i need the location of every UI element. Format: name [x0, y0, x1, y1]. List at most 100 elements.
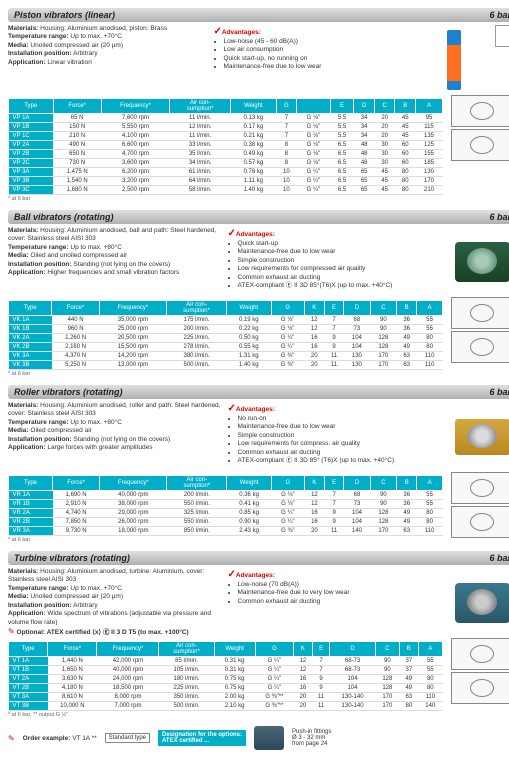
table-cell: 3,630 N: [48, 675, 97, 684]
table-cell: 128: [375, 675, 399, 684]
spec-line: Installation position: Standing (not lyi…: [8, 261, 222, 269]
table-cell: G ⅛": [271, 316, 304, 325]
table-cell: 36: [397, 500, 417, 509]
section: Turbine vibrators (rotating)6 barMateria…: [8, 551, 509, 718]
table-cell: 9: [324, 343, 343, 352]
table-cell: G ⅜"**: [255, 693, 293, 702]
table-header: E: [325, 476, 344, 491]
table-header: Weight: [226, 301, 271, 316]
table-cell: 8: [276, 159, 297, 168]
spec-line: Materials: Housing: Aluminium anodised, …: [8, 227, 222, 244]
table-cell: 1.31 kg: [226, 352, 271, 361]
table-header: A: [417, 301, 443, 316]
table-cell: 55: [417, 491, 443, 500]
table-cell: 128: [370, 343, 396, 352]
table-cell: VP 2B: [9, 150, 54, 159]
table-cell: 11: [312, 693, 330, 702]
specs-row: Materials: Housing: Aluminium anodised, …: [8, 227, 509, 297]
table-row: VT 2B4,180 N18,500 rpm225 l/min.0.75 kgG…: [9, 684, 443, 693]
table-cell: 2.10 kg: [214, 702, 255, 711]
table-row: VK 3B5,250 N13,000 rpm500 l/min.1.40 kgG…: [9, 361, 443, 370]
table-row: VP 2B650 N4,700 rpm35 l/min.0.49 kg8G ⅛"…: [9, 150, 443, 159]
table-cell: G ¼": [271, 343, 304, 352]
table-cell: G ¼": [271, 334, 304, 343]
table-cell: 6.5: [330, 150, 354, 159]
spec-line: Application: Higher frequencies and smal…: [8, 269, 222, 277]
table-cell: 278 l/min.: [167, 343, 227, 352]
advantages-label: Advantages:: [222, 29, 261, 36]
table-header: G: [276, 99, 297, 114]
table-cell: 68-73: [330, 666, 375, 675]
table-cell: 8: [276, 141, 297, 150]
table-cell: 2,500 rpm: [101, 186, 170, 195]
table-cell: 7: [324, 316, 343, 325]
table-cell: VT 3A: [9, 693, 48, 702]
table-cell: 150 N: [53, 123, 101, 132]
table-header: E: [324, 301, 343, 316]
table-cell: 500 l/min.: [159, 702, 214, 711]
table-cell: 0.36 kg: [227, 491, 272, 500]
table-cell: 350 l/min.: [159, 693, 214, 702]
table-cell: 7: [325, 491, 344, 500]
table-cell: 34: [354, 132, 375, 141]
section-pressure: 6 bar: [489, 553, 509, 563]
table-cell: 325 l/min.: [167, 509, 227, 518]
advantage-item: Low requirements for compressed air qual…: [238, 265, 442, 273]
table-cell: 110: [417, 527, 443, 536]
table-cell: G ⅛": [297, 150, 331, 159]
table-cell: 45: [374, 177, 395, 186]
table-cell: 9: [312, 675, 330, 684]
table-row: VP 1B150 N5,550 rpm12 l/min.0.17 kg7G ⅛"…: [9, 123, 443, 132]
table-cell: VP 3C: [9, 186, 54, 195]
table-cell: 5,550 rpm: [101, 123, 170, 132]
tech-diagram: [451, 506, 509, 538]
tech-diagram: [451, 472, 509, 504]
table-cell: 11: [324, 352, 343, 361]
advantage-item: Common exhaust air ducting: [238, 274, 442, 282]
table-header: [297, 99, 331, 114]
table-cell: 7: [276, 132, 297, 141]
table-cell: 35,000 rpm: [99, 316, 166, 325]
tech-diagram: [451, 297, 509, 329]
table-cell: 60: [395, 159, 416, 168]
table-cell: G ¼": [255, 684, 293, 693]
table-cell: 6,600 rpm: [101, 141, 170, 150]
data-table: TypeForce*Frequency*Air con-sumption*Wei…: [8, 300, 443, 370]
table-row: VK 1B960 N25,000 rpm200 l/min.0.22 kgG ⅛…: [9, 325, 443, 334]
table-cell: VT 3B: [9, 702, 48, 711]
advantage-item: Maintenance-free due to low wear: [238, 248, 442, 256]
table-cell: 12: [304, 500, 324, 509]
table-row: VP 2A490 N6,600 rpm33 l/min.0.38 kg8G ⅛"…: [9, 141, 443, 150]
table-cell: 80: [395, 186, 416, 195]
table-cell: 1,440 N: [48, 657, 97, 666]
table-cell: 2,160 N: [52, 343, 99, 352]
table-row: VR 2A4,740 N29,000 rpm325 l/min.0.85 kgG…: [9, 509, 443, 518]
table-cell: 61 l/min.: [170, 168, 231, 177]
table-cell: G ⅛": [297, 132, 331, 141]
advantage-item: Maintenance-free due to low wear: [238, 423, 442, 431]
table-cell: 4,180 N: [48, 684, 97, 693]
section-header: Piston vibrators (linear)6 bar: [8, 8, 509, 22]
table-cell: 4,700 rpm: [101, 150, 170, 159]
table-header: C: [370, 476, 396, 491]
table-wrap: TypeForce*Frequency*Air con-sumption*Wei…: [8, 297, 509, 377]
table-cell: 105 l/min.: [159, 666, 214, 675]
table-wrap: TypeForce*Frequency*Air con-sumption*Wei…: [8, 638, 509, 718]
table-cell: 90: [370, 316, 396, 325]
table-cell: VP 1C: [9, 132, 54, 141]
table-cell: 200 l/min.: [167, 491, 227, 500]
table-cell: 12: [304, 491, 324, 500]
table-cell: 63: [397, 361, 417, 370]
table-cell: VP 1B: [9, 123, 54, 132]
table-cell: G ¼": [297, 168, 331, 177]
table-cell: VT 1A: [9, 657, 48, 666]
table-cell: 90: [370, 325, 396, 334]
advantage-item: Common exhaust air ducting: [238, 449, 442, 457]
table-header: Weight: [214, 642, 255, 657]
table-cell: 48: [354, 159, 375, 168]
table-cell: 11: [312, 702, 330, 711]
table-cell: 7,850 N: [53, 518, 100, 527]
table-cell: 128: [370, 509, 396, 518]
table-cell: 2.00 kg: [214, 693, 255, 702]
table-cell: 104: [344, 343, 370, 352]
